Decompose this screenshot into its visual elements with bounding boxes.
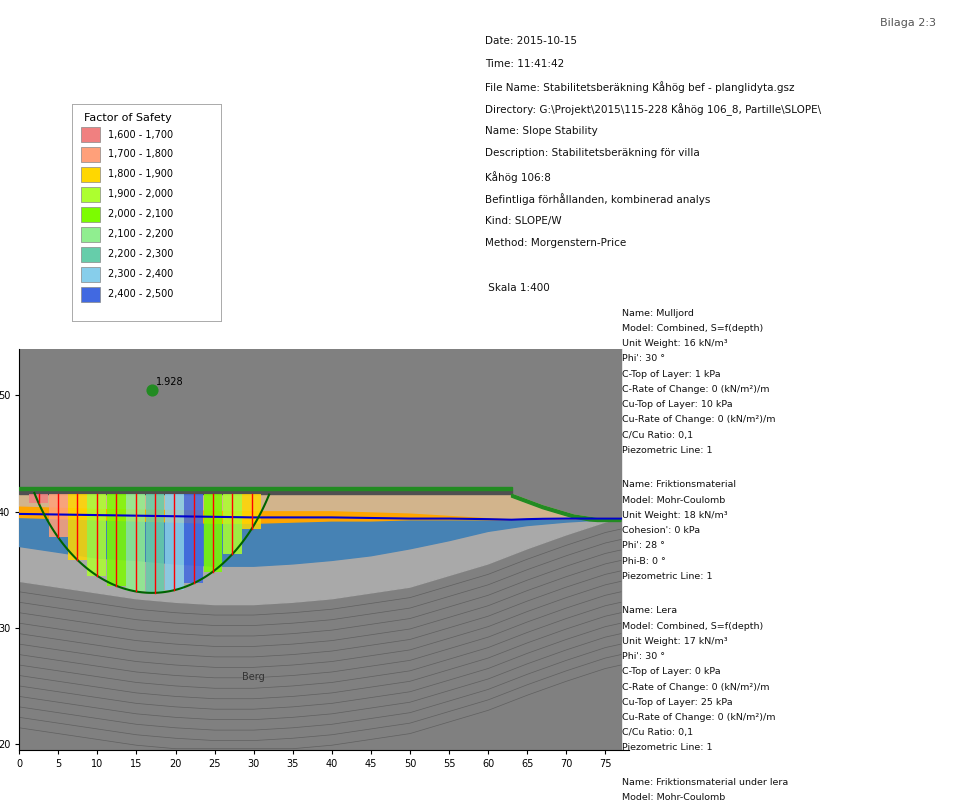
Bar: [81, 168, 100, 182]
Text: Cu-Rate of Change: 0 (kN/m²)/m: Cu-Rate of Change: 0 (kN/m²)/m: [622, 713, 776, 722]
Bar: [81, 227, 100, 241]
Polygon shape: [19, 519, 621, 605]
Text: Cohesion': 0 kPa: Cohesion': 0 kPa: [622, 526, 700, 535]
Text: Time: 11:41:42: Time: 11:41:42: [485, 59, 564, 68]
Text: Piezometric Line: 1: Piezometric Line: 1: [622, 743, 712, 752]
Text: 2,400 - 2,500: 2,400 - 2,500: [108, 289, 173, 299]
Text: C-Rate of Change: 0 (kN/m²)/m: C-Rate of Change: 0 (kN/m²)/m: [622, 385, 770, 394]
Text: Name: Friktionsmaterial under lera: Name: Friktionsmaterial under lera: [622, 778, 788, 787]
Bar: [30, 494, 48, 504]
Text: Piezometric Line: 1: Piezometric Line: 1: [622, 446, 712, 455]
Text: Cu-Rate of Change: 0 (kN/m²)/m: Cu-Rate of Change: 0 (kN/m²)/m: [622, 415, 776, 424]
Text: Model: Mohr-Coulomb: Model: Mohr-Coulomb: [622, 793, 726, 802]
Bar: [81, 207, 100, 222]
Text: C-Rate of Change: 0 (kN/m²)/m: C-Rate of Change: 0 (kN/m²)/m: [622, 683, 770, 691]
Polygon shape: [19, 490, 512, 494]
Bar: [81, 128, 100, 142]
Bar: [81, 247, 100, 261]
Text: C/Cu Ratio: 0,1: C/Cu Ratio: 0,1: [622, 728, 693, 737]
Text: Name: Slope Stability: Name: Slope Stability: [485, 126, 597, 136]
Text: Model: Combined, S=f(depth): Model: Combined, S=f(depth): [622, 622, 763, 630]
Bar: [81, 267, 100, 282]
Text: 2,000 - 2,100: 2,000 - 2,100: [108, 209, 173, 219]
Text: Phi': 30 °: Phi': 30 °: [622, 354, 665, 363]
Bar: [146, 494, 164, 593]
Polygon shape: [19, 494, 621, 519]
Text: Kind: SLOPE/W: Kind: SLOPE/W: [485, 216, 562, 225]
Text: File Name: Stabilitetsberäkning Kåhög bef - planglidyta.gsz: File Name: Stabilitetsberäkning Kåhög be…: [485, 81, 794, 93]
Text: Phi': 30 °: Phi': 30 °: [622, 652, 665, 661]
Bar: [81, 287, 100, 302]
Text: Model: Mohr-Coulomb: Model: Mohr-Coulomb: [622, 496, 726, 504]
Text: Phi-B: 0 °: Phi-B: 0 °: [622, 557, 666, 565]
Text: Piezometric Line: 1: Piezometric Line: 1: [622, 572, 712, 581]
Bar: [68, 494, 87, 560]
Bar: [49, 494, 67, 537]
Text: 2,200 - 2,300: 2,200 - 2,300: [108, 249, 173, 259]
Bar: [87, 494, 107, 576]
Text: 1,800 - 1,900: 1,800 - 1,900: [108, 169, 173, 180]
Text: 1.928: 1.928: [156, 377, 183, 387]
Text: Name: Lera: Name: Lera: [622, 606, 677, 615]
Text: 2,300 - 2,400: 2,300 - 2,400: [108, 269, 173, 279]
Polygon shape: [19, 487, 512, 490]
Text: Phi': 28 °: Phi': 28 °: [622, 541, 665, 550]
Polygon shape: [512, 494, 621, 521]
Text: Skala 1:400: Skala 1:400: [485, 283, 549, 293]
Text: Cu-Top of Layer: 10 kPa: Cu-Top of Layer: 10 kPa: [622, 400, 732, 409]
Text: Unit Weight: 17 kN/m³: Unit Weight: 17 kN/m³: [622, 637, 728, 646]
Text: 1,900 - 2,000: 1,900 - 2,000: [108, 189, 173, 200]
Bar: [81, 148, 100, 162]
Bar: [184, 494, 204, 583]
Text: Directory: G:\Projekt\2015\115-228 Kåhög 106_8, Partille\SLOPE\: Directory: G:\Projekt\2015\115-228 Kåhög…: [485, 103, 821, 116]
Polygon shape: [19, 506, 621, 523]
Polygon shape: [19, 517, 621, 566]
Text: C/Cu Ratio: 0,1: C/Cu Ratio: 0,1: [622, 431, 693, 439]
Text: C-Top of Layer: 1 kPa: C-Top of Layer: 1 kPa: [622, 370, 721, 379]
Text: Date: 2015-10-15: Date: 2015-10-15: [485, 36, 577, 46]
Text: Model: Combined, S=f(depth): Model: Combined, S=f(depth): [622, 324, 763, 333]
Text: 2,100 - 2,200: 2,100 - 2,200: [108, 229, 173, 239]
Text: Name: Mulljord: Name: Mulljord: [622, 309, 694, 318]
Text: Berg: Berg: [242, 672, 265, 683]
Bar: [204, 494, 223, 572]
Text: Cu-Top of Layer: 25 kPa: Cu-Top of Layer: 25 kPa: [622, 698, 732, 707]
Bar: [165, 494, 183, 590]
Bar: [107, 494, 126, 585]
Text: 1,600 - 1,700: 1,600 - 1,700: [108, 130, 173, 140]
Text: Description: Stabilitetsberäkning för villa: Description: Stabilitetsberäkning för vi…: [485, 148, 700, 158]
Text: Bilaga 2:3: Bilaga 2:3: [880, 18, 936, 27]
Bar: [242, 494, 261, 529]
Text: Unit Weight: 16 kN/m³: Unit Weight: 16 kN/m³: [622, 339, 728, 348]
Point: [144, 383, 159, 396]
Bar: [126, 494, 145, 591]
Text: Unit Weight: 18 kN/m³: Unit Weight: 18 kN/m³: [622, 511, 728, 520]
Bar: [223, 494, 242, 554]
Text: 1,700 - 1,800: 1,700 - 1,800: [108, 149, 173, 160]
Text: Kåhög 106:8: Kåhög 106:8: [485, 171, 551, 183]
Text: Name: Friktionsmaterial: Name: Friktionsmaterial: [622, 480, 736, 489]
Text: Factor of Safety: Factor of Safety: [84, 113, 172, 123]
Text: Befintliga förhållanden, kombinerad analys: Befintliga förhållanden, kombinerad anal…: [485, 193, 710, 205]
Text: C-Top of Layer: 0 kPa: C-Top of Layer: 0 kPa: [622, 667, 721, 676]
Bar: [81, 187, 100, 202]
Text: Method: Morgenstern-Price: Method: Morgenstern-Price: [485, 238, 626, 248]
